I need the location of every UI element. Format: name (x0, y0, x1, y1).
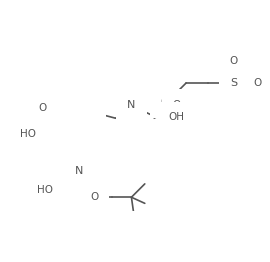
Text: O: O (230, 56, 238, 66)
Text: O: O (39, 103, 47, 113)
Text: HO: HO (20, 129, 36, 139)
Text: N: N (127, 100, 136, 110)
Text: OH: OH (168, 112, 184, 122)
Text: S: S (230, 78, 237, 88)
Text: N: N (75, 166, 83, 176)
Text: HO: HO (37, 185, 53, 195)
Text: O: O (254, 78, 262, 88)
Text: O: O (91, 192, 99, 202)
Text: O: O (172, 100, 181, 110)
Text: O: O (160, 97, 168, 107)
